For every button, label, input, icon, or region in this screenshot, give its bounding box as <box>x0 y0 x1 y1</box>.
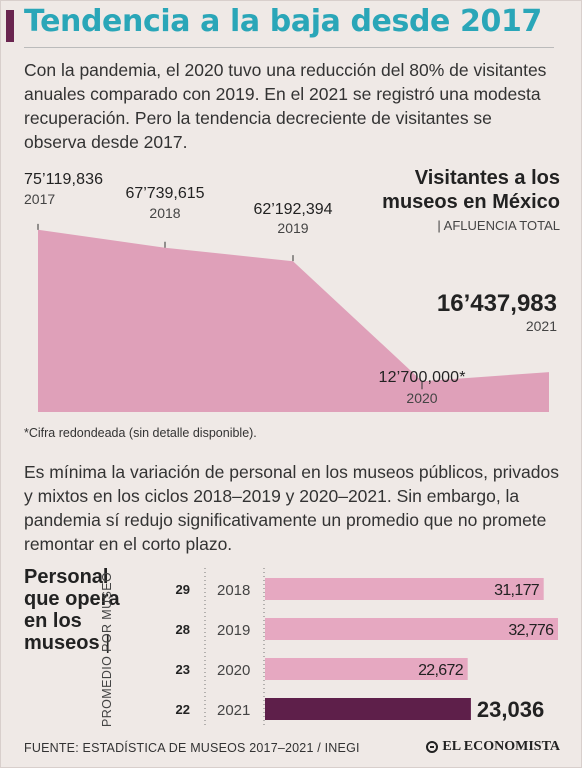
staff-value-label: 23,036 <box>477 697 544 722</box>
visitors-year-label: 2017 <box>24 191 55 207</box>
intro-paragraph: Con la pandemia, el 2020 tuvo una reducc… <box>24 60 547 152</box>
staff-average-label: 23 <box>176 662 190 677</box>
staff-chart-title-line: Personal <box>24 566 109 588</box>
staff-average-label: 28 <box>176 622 190 637</box>
visitors-value-label: 16’437,983 <box>437 290 557 317</box>
logo-text: EL ECONOMISTA <box>442 739 560 754</box>
visitors-year-label: 2020 <box>406 390 437 406</box>
staff-year-label: 2019 <box>217 622 250 639</box>
staff-chart-title-line: museos | <box>24 632 111 654</box>
visitors-area-chart: 75’119,836 2017 67’739,615 2018 62’192,394 20… <box>24 171 557 412</box>
staff-chart-title-line: en los <box>24 610 82 632</box>
staff-bar <box>265 618 558 640</box>
staff-average-label: 22 <box>176 702 190 717</box>
visitors-value-label: 75’119,836 <box>24 171 103 188</box>
visitors-value-label: 62’192,394 <box>254 201 333 218</box>
title-accent-bar <box>6 10 14 42</box>
staff-year-label: 2018 <box>217 582 250 599</box>
staff-year-label: 2021 <box>217 702 250 719</box>
staff-bar <box>265 658 468 680</box>
visitors-year-label: 2019 <box>277 220 308 236</box>
source-note: FUENTE: ESTADÍSTICA DE MUSEOS 2017–2021 … <box>24 741 360 755</box>
visitors-footnote: *Cifra redondeada (sin detalle disponibl… <box>24 426 257 440</box>
visitors-year-label: 2021 <box>526 318 557 334</box>
staff-value-label: 22,672 <box>418 662 464 679</box>
staff-paragraph: Es mínima la variación de personal en lo… <box>24 462 559 554</box>
page-title: Tendencia a la baja desde 2017 <box>24 4 542 39</box>
staff-chart-title: Personal que opera en los museos | <box>24 566 120 654</box>
staff-chart-title-line: que opera <box>24 588 120 610</box>
staff-value-label: 32,776 <box>508 622 554 639</box>
staff-bar-chart: 29 2018 31,177 28 2019 32,776 23 2020 22,672 22 20… <box>176 568 558 725</box>
visitors-area <box>38 229 549 412</box>
logo-icon <box>426 741 439 753</box>
visitors-chart-subtitle: | AFLUENCIA TOTAL <box>437 218 560 233</box>
visitors-value-label: 12’700,000* <box>379 369 466 386</box>
visitors-chart-title-line: museos en México <box>382 191 560 213</box>
staff-value-label: 31,177 <box>494 582 540 599</box>
staff-average-label: 29 <box>176 582 190 597</box>
publisher-logo: EL ECONOMISTA <box>426 739 560 755</box>
visitors-chart-title: Visitantes a los museos en México <box>382 166 560 214</box>
visitors-year-label: 2018 <box>149 205 180 221</box>
staff-year-label: 2020 <box>217 662 250 679</box>
visitors-chart-title-line: Visitantes a los <box>414 167 560 189</box>
staff-bar <box>265 698 471 720</box>
title-divider <box>24 47 554 48</box>
visitors-value-label: 67’739,615 <box>126 185 205 202</box>
staff-bar <box>265 578 544 600</box>
